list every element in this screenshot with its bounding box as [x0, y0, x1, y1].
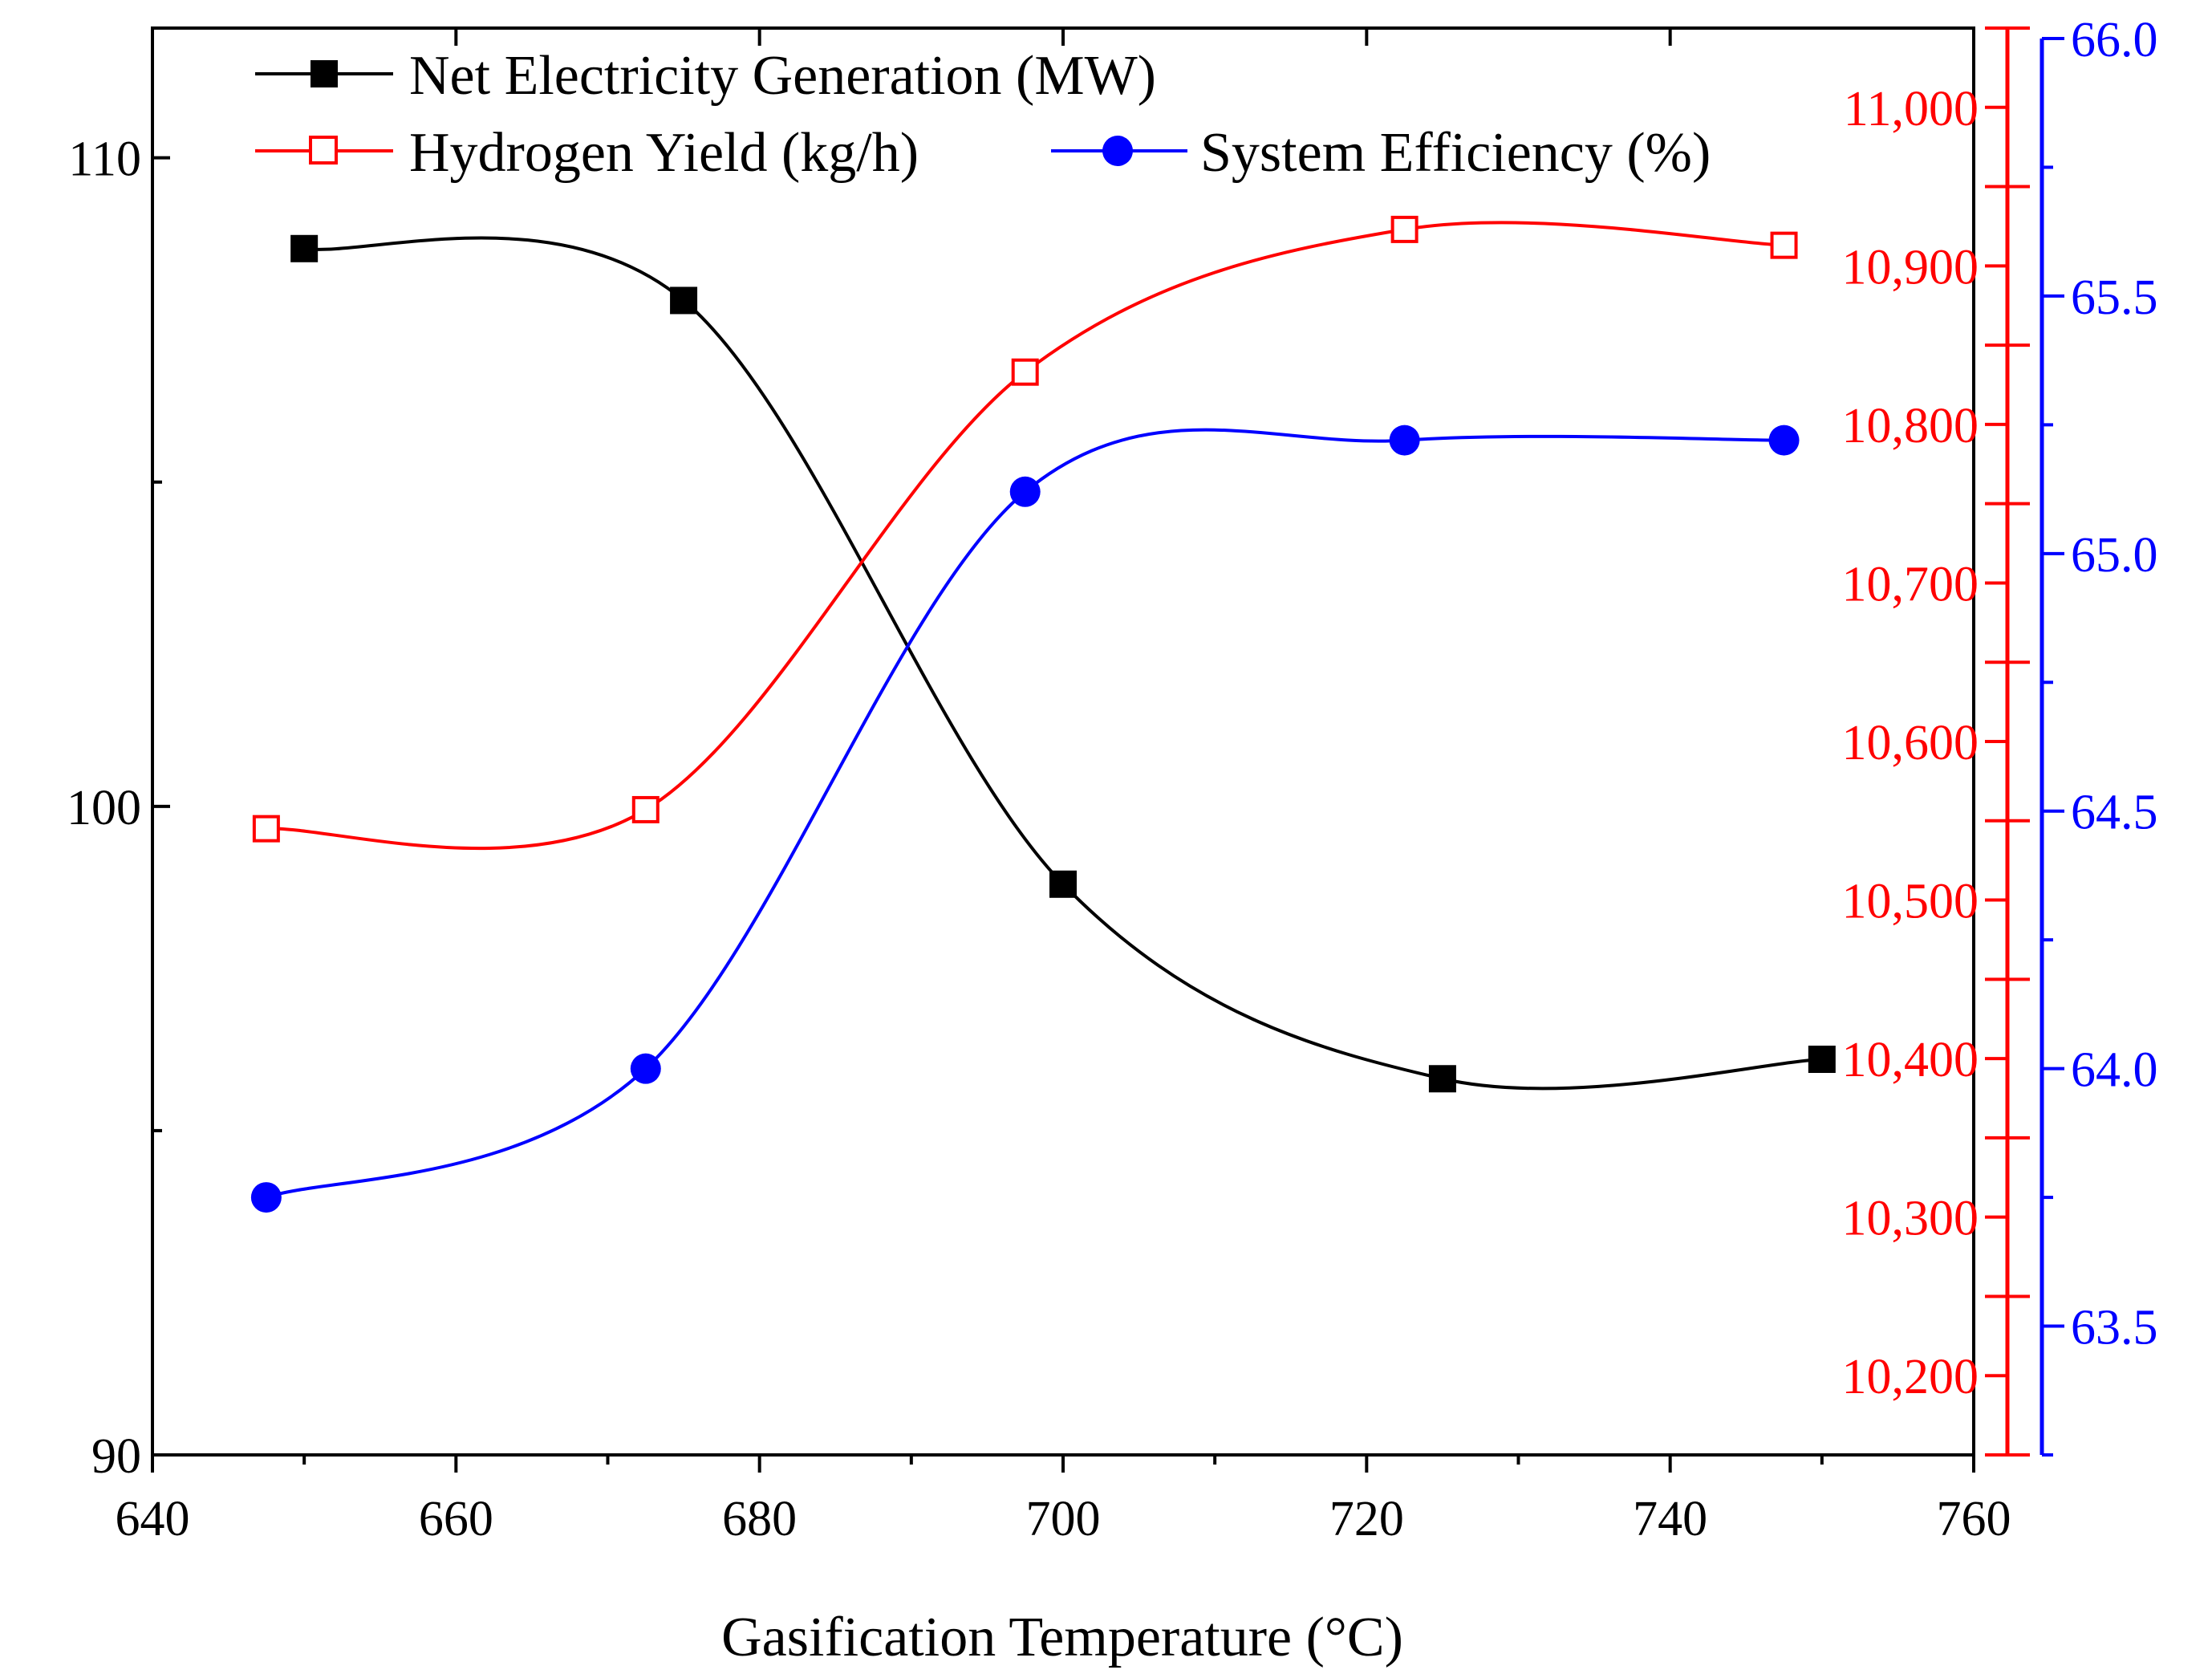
- blue-axis-tick-label: 63.5: [2071, 1301, 2158, 1355]
- blue-axis-tick-label: 66.0: [2071, 13, 2158, 67]
- data-point-efficiency: [250, 1182, 282, 1213]
- data-point-hydrogen: [1011, 358, 1039, 386]
- data-point-efficiency: [1389, 425, 1420, 456]
- left-tick-label: 90: [91, 1429, 141, 1484]
- series-line-electricity: [303, 236, 1822, 1091]
- series-efficiency: [250, 425, 1800, 1213]
- blue-axis-tick-label: 64.5: [2071, 786, 2158, 840]
- red-axis-tick-label: 10,900: [1842, 240, 1979, 295]
- plot-frame: [151, 26, 1975, 1457]
- red-axis-tick-label: 10,500: [1842, 875, 1979, 929]
- data-point-electricity: [1808, 1046, 1836, 1074]
- legend-label-efficiency: System Efficiency (%): [1200, 122, 1711, 184]
- series-hydrogen: [252, 215, 1798, 851]
- axes-layer: 640 660 680 700 720 740 760 90 100 110 10,200 10,30…: [67, 13, 2158, 1546]
- series-line-efficiency: [266, 428, 1784, 1199]
- data-point-hydrogen: [631, 795, 660, 823]
- legend: Net Electricity Generation (MW) Hydrogen…: [255, 45, 1711, 184]
- x-tick-label: 680: [722, 1492, 797, 1546]
- data-point-electricity: [670, 286, 698, 315]
- x-tick-label: 700: [1026, 1492, 1101, 1546]
- left-tick-label: 110: [68, 132, 141, 187]
- data-point-efficiency: [630, 1053, 661, 1084]
- data-point-efficiency: [1009, 476, 1041, 507]
- legend-label-hydrogen: Hydrogen Yield (kg/h): [409, 122, 919, 184]
- series-line-hydrogen: [266, 221, 1784, 851]
- legend-marker-electricity: [310, 60, 338, 87]
- x-axis-title: Gasification Temperature (°C): [721, 1607, 1403, 1668]
- red-axis-tick-label: 10,200: [1842, 1350, 1979, 1404]
- x-tick-label: 660: [419, 1492, 493, 1546]
- data-point-hydrogen: [1390, 215, 1419, 243]
- plot-border: [151, 26, 1975, 1457]
- data-point-electricity: [290, 234, 319, 262]
- red-axis-tick-label: 11,000: [1844, 82, 1979, 136]
- legend-marker-efficiency: [1102, 136, 1133, 166]
- x-tick-label: 740: [1633, 1492, 1707, 1546]
- data-point-electricity: [1049, 870, 1077, 898]
- blue-axis-tick-label: 65.5: [2071, 270, 2158, 325]
- red-axis-tick-label: 10,700: [1842, 557, 1979, 611]
- data-point-efficiency: [1768, 425, 1800, 456]
- x-tick-label: 720: [1329, 1492, 1404, 1546]
- blue-axis-tick-label: 65.0: [2071, 528, 2158, 583]
- data-point-hydrogen: [252, 815, 280, 843]
- left-tick-label: 100: [67, 781, 141, 835]
- data-point-electricity: [1428, 1065, 1456, 1093]
- red-axis-tick-label: 10,400: [1842, 1033, 1979, 1087]
- x-tick-label: 640: [116, 1492, 190, 1546]
- series-layer: [250, 215, 1836, 1213]
- data-point-hydrogen: [1770, 231, 1798, 259]
- legend-marker-hydrogen: [309, 136, 338, 165]
- legend-label-electricity: Net Electricity Generation (MW): [409, 45, 1156, 107]
- red-axis-tick-label: 10,300: [1842, 1192, 1979, 1246]
- blue-axis-tick-label: 64.0: [2071, 1043, 2158, 1098]
- series-electricity: [290, 234, 1836, 1093]
- x-tick-label: 760: [1937, 1492, 2011, 1546]
- red-axis-tick-label: 10,800: [1842, 399, 1979, 453]
- red-axis-tick-label: 10,600: [1842, 716, 1979, 770]
